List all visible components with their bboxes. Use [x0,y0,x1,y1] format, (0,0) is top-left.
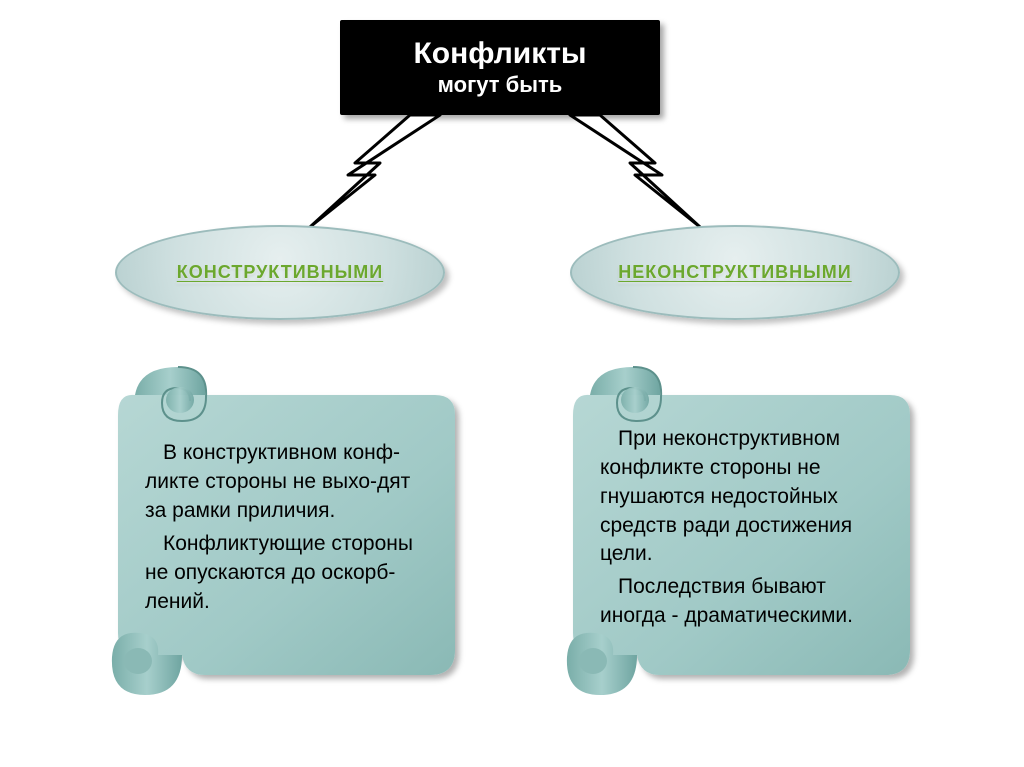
connector-left [280,115,450,235]
scroll-constructive-p1: В конструктивном конф-ликте стороны не в… [145,439,435,526]
title-main: Конфликты [350,37,650,70]
ellipse-constructive: КОНСТРУКТИВНЫМИ [115,225,445,320]
title-box: Конфликты могут быть [340,20,660,115]
scroll-nonconstructive-p2: Последствия бывают иногда - драматически… [600,573,890,631]
ellipse-nonconstructive: НЕКОНСТРУКТИВНЫМИ [570,225,900,320]
scroll-constructive: В конструктивном конф-ликте стороны не в… [90,355,470,715]
ellipse-nonconstructive-text: НЕКОНСТРУКТИВНЫМИ [618,262,851,282]
scroll-nonconstructive-content: При неконструктивном конфликте стороны н… [600,425,890,635]
connector-right [560,115,730,235]
title-sub: могут быть [350,72,650,98]
scroll-constructive-p2: Конфликтующие стороны не опускаются до о… [145,530,435,617]
ellipse-constructive-label: КОНСТРУКТИВНЫМИ [177,261,383,284]
scroll-constructive-content: В конструктивном конф-ликте стороны не в… [145,425,435,635]
ellipse-nonconstructive-label: НЕКОНСТРУКТИВНЫМИ [618,261,851,284]
ellipse-constructive-text: КОНСТРУКТИВНЫМИ [177,262,383,282]
scroll-nonconstructive: При неконструктивном конфликте стороны н… [545,355,925,715]
scroll-nonconstructive-p1: При неконструктивном конфликте стороны н… [600,425,890,570]
